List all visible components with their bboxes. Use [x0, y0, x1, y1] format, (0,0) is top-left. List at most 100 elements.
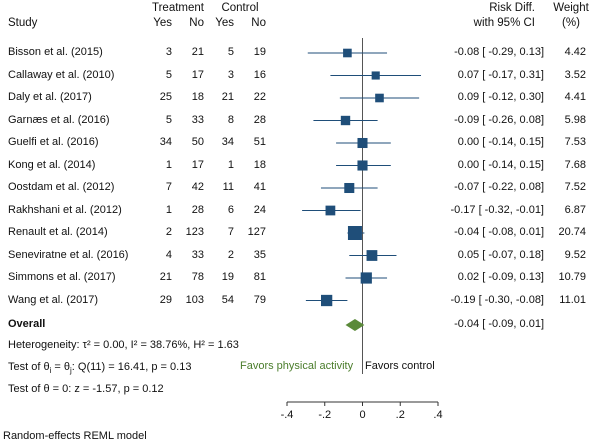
control-yes: 6 — [227, 203, 234, 216]
effect-marker — [347, 226, 362, 240]
test-theta-equal: Test of θi = θj: Q(11) = 16.41, p = 0.13 — [8, 361, 192, 376]
control-yes: 34 — [221, 136, 234, 148]
treatment-yes: 29 — [159, 293, 172, 306]
control-yes: 7 — [227, 226, 234, 238]
study-name: Guelfi et al. (2016) — [8, 136, 99, 148]
study-name: Kong et al. (2014) — [8, 158, 96, 171]
weight-value: 7.53 — [564, 136, 586, 148]
treatment-yes: 5 — [165, 113, 172, 126]
x-tick-label: 0 — [359, 409, 365, 421]
overall-label: Overall — [8, 318, 46, 330]
weight-value: 3.52 — [564, 68, 586, 81]
risk-diff-ci: 0.00 [ -0.14, 0.15] — [457, 136, 544, 148]
effect-marker — [343, 48, 352, 58]
treatment-yes: 5 — [165, 68, 172, 81]
control-yes: 54 — [221, 293, 234, 306]
weight-value: 7.68 — [564, 158, 586, 171]
treatment-yes: 25 — [159, 91, 172, 103]
favors-right-label: Favors control — [365, 360, 435, 372]
control-yes: 19 — [221, 271, 234, 283]
study-name: Renault et al. (2014) — [8, 226, 108, 238]
treatment-yes: 34 — [159, 136, 172, 148]
weight-value: 7.52 — [564, 181, 586, 193]
control-no: 19 — [253, 46, 266, 58]
header-control: Control — [221, 2, 259, 14]
effect-marker — [325, 205, 336, 216]
control-yes: 1 — [227, 158, 234, 171]
control-no: 24 — [253, 203, 266, 216]
effect-marker — [357, 160, 368, 171]
control-yes: 21 — [221, 91, 234, 103]
weight-value: 10.79 — [558, 271, 586, 283]
treatment-yes: 3 — [165, 46, 172, 58]
effect-marker — [340, 115, 351, 126]
weight-value: 4.41 — [564, 91, 586, 103]
study-name: Seneviratne et al. (2016) — [8, 248, 129, 261]
risk-diff-ci: 0.00 [ -0.14, 0.15] — [457, 158, 544, 171]
control-no: 35 — [253, 248, 266, 261]
risk-diff-ci: -0.08 [ -0.29, 0.13] — [454, 46, 544, 58]
effect-marker — [371, 71, 380, 80]
study-name: Callaway et al. (2010) — [8, 68, 115, 81]
effect-marker — [360, 272, 372, 284]
study-name: Simmons et al. (2017) — [8, 271, 116, 283]
risk-diff-ci: 0.09 [ -0.12, 0.30] — [457, 91, 544, 103]
x-tick-label: .2 — [396, 409, 405, 421]
treatment-yes: 21 — [159, 271, 172, 283]
treatment-no: 17 — [191, 68, 204, 81]
weight-value: 4.42 — [564, 46, 586, 58]
effect-marker — [344, 182, 355, 194]
heterogeneity-stat: Heterogeneity: τ² = 0.00, I² = 38.76%, H… — [8, 339, 239, 351]
study-name: Bisson et al. (2015) — [8, 46, 103, 58]
control-no: 51 — [253, 136, 266, 148]
weight-value: 5.98 — [564, 113, 586, 126]
risk-diff-ci: -0.09 [ -0.26, 0.08] — [454, 113, 544, 126]
header-treatment-no: No — [189, 17, 204, 29]
risk-diff-ci: 0.02 [ -0.09, 0.13] — [457, 271, 544, 283]
treatment-no: 103 — [185, 293, 204, 306]
control-no: 127 — [247, 226, 266, 238]
risk-diff-ci: -0.17 [ -0.32, -0.01] — [450, 203, 544, 216]
header-ci: with 95% CI — [473, 17, 535, 29]
control-no: 22 — [253, 91, 266, 103]
header-study: Study — [8, 17, 38, 29]
header-treatment: Treatment — [152, 2, 204, 14]
weight-value: 20.74 — [558, 226, 586, 238]
weight-value: 6.87 — [564, 203, 586, 216]
header-treatment-yes: Yes — [153, 17, 172, 29]
control-no: 41 — [253, 181, 266, 193]
control-no: 16 — [253, 68, 266, 81]
risk-diff-ci: -0.04 [ -0.08, 0.01] — [454, 226, 544, 238]
study-name: Garnæs et al. (2016) — [8, 113, 110, 126]
test-theta-zero: Test of θ = 0: z = -1.57, p = 0.12 — [8, 383, 164, 395]
model-footer: Random-effects REML model — [3, 430, 147, 442]
control-yes: 8 — [227, 113, 234, 126]
control-no: 18 — [253, 158, 266, 171]
control-no: 28 — [253, 113, 266, 126]
overall-ci-text: -0.04 [ -0.09, 0.01] — [454, 318, 544, 330]
study-name: Wang et al. (2017) — [8, 293, 99, 306]
risk-diff-ci: -0.19 [ -0.30, -0.08] — [450, 293, 544, 306]
effect-marker — [375, 93, 384, 103]
treatment-yes: 4 — [165, 248, 172, 261]
header-weight-unit: (%) — [562, 17, 580, 29]
header-weight: Weight — [553, 2, 589, 14]
treatment-no: 42 — [191, 181, 204, 193]
header-control-no: No — [251, 17, 266, 29]
study-name: Oostdam et al. (2012) — [8, 181, 115, 193]
study-name: Daly et al. (2017) — [8, 91, 92, 103]
treatment-no: 78 — [191, 271, 204, 283]
control-yes: 2 — [227, 248, 234, 261]
effect-marker — [366, 250, 378, 261]
treatment-no: 123 — [185, 226, 204, 238]
treatment-yes: 7 — [165, 181, 172, 193]
risk-diff-ci: 0.07 [ -0.17, 0.31] — [457, 68, 544, 81]
effect-marker — [320, 294, 333, 307]
risk-diff-ci: 0.05 [ -0.07, 0.18] — [457, 248, 544, 261]
control-yes: 3 — [227, 68, 234, 81]
treatment-no: 28 — [191, 203, 204, 216]
favors-left-label: Favors physical activity — [240, 360, 354, 372]
treatment-no: 21 — [191, 46, 204, 58]
x-tick-label: -.2 — [318, 409, 331, 421]
